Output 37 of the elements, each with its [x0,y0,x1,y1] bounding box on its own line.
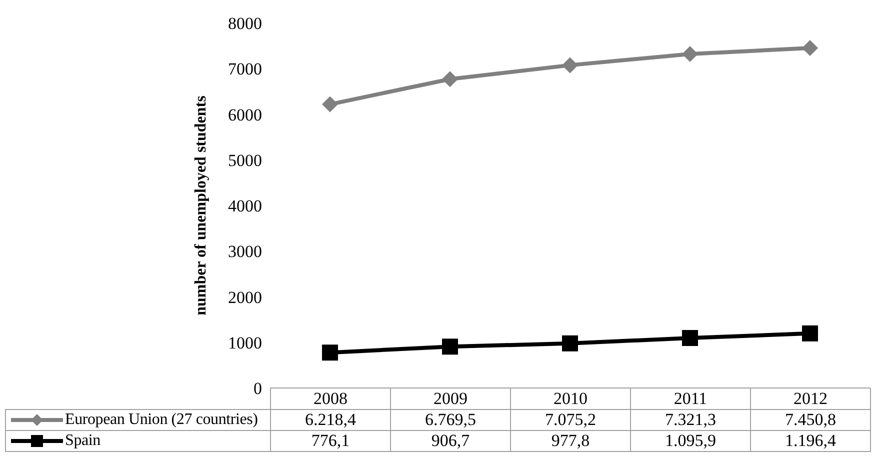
point [682,330,698,346]
y-tick-label: 0 [254,379,262,398]
data-label: 1.095,9 [630,430,751,452]
y-tick-label: 1000 [228,333,262,352]
x-tick-label: 2012 [750,388,871,409]
data-label: 7.321,3 [630,409,751,431]
point [802,325,818,342]
y-tick-label: 4000 [228,196,262,216]
x-tick-label: 2009 [390,388,511,409]
data-label: 7.075,2 [510,409,631,431]
x-tick-label: 2008 [270,388,391,409]
point [322,344,338,361]
data-label: 1.196,4 [750,430,871,452]
data-label: 6.769,5 [390,409,511,431]
data-label: 906,7 [390,430,511,452]
point [802,40,818,56]
y-tick-label: 7000 [228,60,262,79]
y-tick-label: 2000 [228,288,262,307]
y-axis-title: number of unemployed students [192,96,210,316]
x-tick-label: 2010 [510,388,631,409]
y-tick-label: 8000 [228,14,262,34]
point [442,71,458,88]
y-tick-label: 5000 [228,150,262,170]
data-label: 6.218,4 [270,409,391,431]
point [562,335,578,352]
data-label: 776,1 [270,430,391,452]
point [322,96,338,112]
point [682,46,698,62]
point [442,338,458,355]
point [562,57,578,74]
data-label: 7.450,8 [750,409,871,431]
legend-label: Spain [5,430,271,452]
x-tick-label: 2011 [630,388,751,409]
data-label: 977,8 [510,430,631,452]
y-tick-label: 3000 [228,242,262,262]
y-tick-label: 6000 [228,105,262,124]
legend-label: European Union (27 countries) [5,409,271,431]
